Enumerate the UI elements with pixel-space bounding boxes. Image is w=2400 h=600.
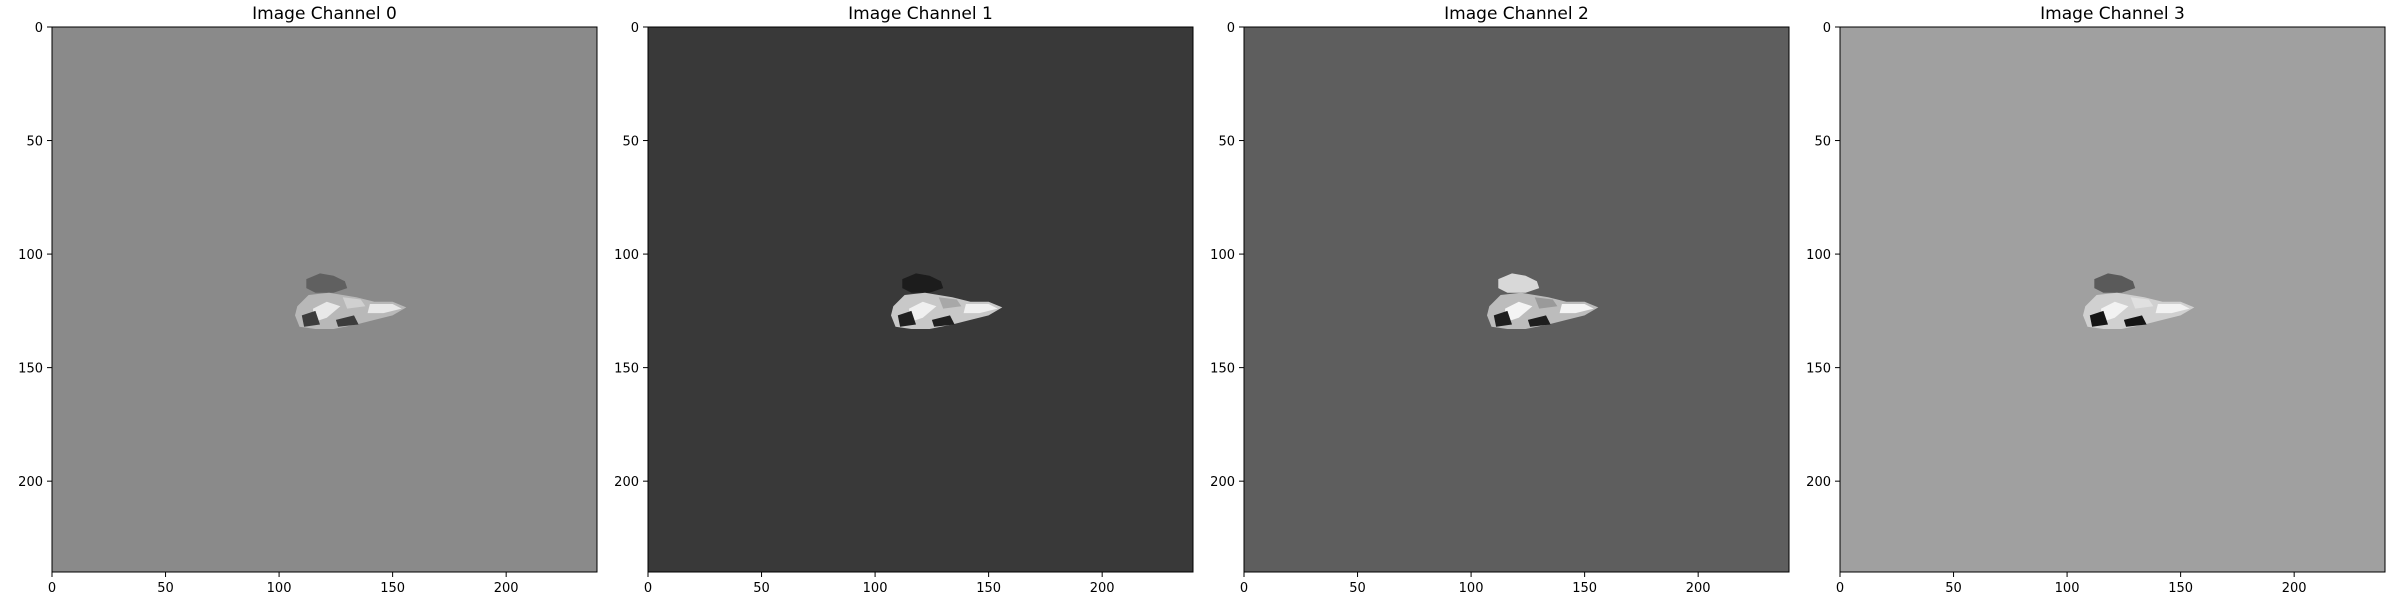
y-tick-label: 200 [614,475,639,490]
image-blob [295,273,407,329]
x-tick-label: 0 [1240,581,1248,596]
x-tick-label: 0 [1836,581,1844,596]
axes-frame [647,26,1194,573]
image-blob [1487,273,1599,329]
image-panel-0: Image Channel 0 0 50 100 150 200 0 50 100 150 200 [18,4,598,596]
x-tick-label: 100 [2055,581,2080,596]
blob-main-body [2083,292,2195,329]
image-panel-3: Image Channel 3 0 50 100 150 200 0 50 100 150 200 [1806,4,2386,596]
x-tick-label: 0 [48,581,56,596]
blob-highlight [2101,301,2129,323]
y-tick-label: 200 [1210,475,1235,490]
blob-main-body [1487,292,1599,329]
y-tick-label: 0 [1227,21,1235,36]
panel-title: Image Channel 3 [2040,4,2185,24]
y-tick-label: 150 [18,362,43,377]
y-tick-label: 150 [1806,362,1831,377]
blob-highlight [2155,304,2190,314]
blob-highlight [1505,301,1533,323]
x-tick-label: 200 [1686,581,1711,596]
blob-main-body [891,292,1003,329]
y-tick-label: 100 [614,248,639,263]
y-tick-label: 100 [1806,248,1831,263]
blob-main-body [295,292,407,329]
blob-shadow [2089,310,2108,327]
y-tick-label: 0 [1823,21,1831,36]
y-tick-label: 200 [1806,475,1831,490]
x-tick-label: 150 [1572,581,1597,596]
x-tick-label: 50 [157,581,174,596]
x-tick-label: 200 [494,581,519,596]
blob-highlight [313,301,341,323]
blob-upper-lobe [902,273,944,293]
x-tick-label: 150 [380,581,405,596]
axes-frame [1839,26,2386,573]
y-tick-label: 150 [1210,362,1235,377]
blob-upper-lobe [2094,273,2136,293]
y-tick-label: 50 [622,135,639,150]
x-tick-label: 200 [2282,581,2307,596]
y-tick-label: 0 [35,21,43,36]
x-tick-label: 0 [644,581,652,596]
panel-title: Image Channel 0 [252,4,397,24]
blob-highlight [1559,304,1594,314]
x-tick-label: 50 [1349,581,1366,596]
blob-shadow [335,315,359,327]
y-tick-label: 150 [614,362,639,377]
axes-frame [1243,26,1790,573]
y-tick-label: 50 [1218,135,1235,150]
blob-midtone [938,297,962,309]
blob-shadow [2123,315,2147,327]
blob-highlight [367,304,402,314]
blob-upper-lobe [306,273,348,293]
image-blob [891,273,1003,329]
blob-highlight [963,304,998,314]
panel-title: Image Channel 1 [848,4,993,24]
panel-title: Image Channel 2 [1444,4,1589,24]
blob-shadow [1493,310,1512,327]
blob-highlight [909,301,937,323]
x-tick-label: 100 [267,581,292,596]
x-tick-label: 100 [1459,581,1484,596]
y-tick-label: 0 [631,21,639,36]
x-tick-label: 150 [976,581,1001,596]
y-tick-label: 100 [1210,248,1235,263]
x-tick-label: 50 [753,581,770,596]
blob-shadow [897,310,916,327]
image-panel-2: Image Channel 2 0 50 100 150 200 0 50 100 150 200 [1210,4,1790,596]
blob-shadow [931,315,955,327]
x-tick-label: 50 [1945,581,1962,596]
y-tick-label: 50 [26,135,43,150]
x-tick-label: 200 [1090,581,1115,596]
blob-midtone [1534,297,1558,309]
y-tick-label: 100 [18,248,43,263]
image-blob [2083,273,2195,329]
blob-shadow [1527,315,1551,327]
y-tick-label: 50 [1814,135,1831,150]
x-tick-label: 100 [863,581,888,596]
blob-shadow [301,310,320,327]
blob-midtone [342,297,366,309]
x-tick-label: 150 [2168,581,2193,596]
axes-frame [51,26,598,573]
blob-midtone [2130,297,2154,309]
blob-upper-lobe [1498,273,1540,293]
y-tick-label: 200 [18,475,43,490]
image-panel-1: Image Channel 1 0 50 100 150 200 0 50 100 150 200 [614,4,1194,596]
